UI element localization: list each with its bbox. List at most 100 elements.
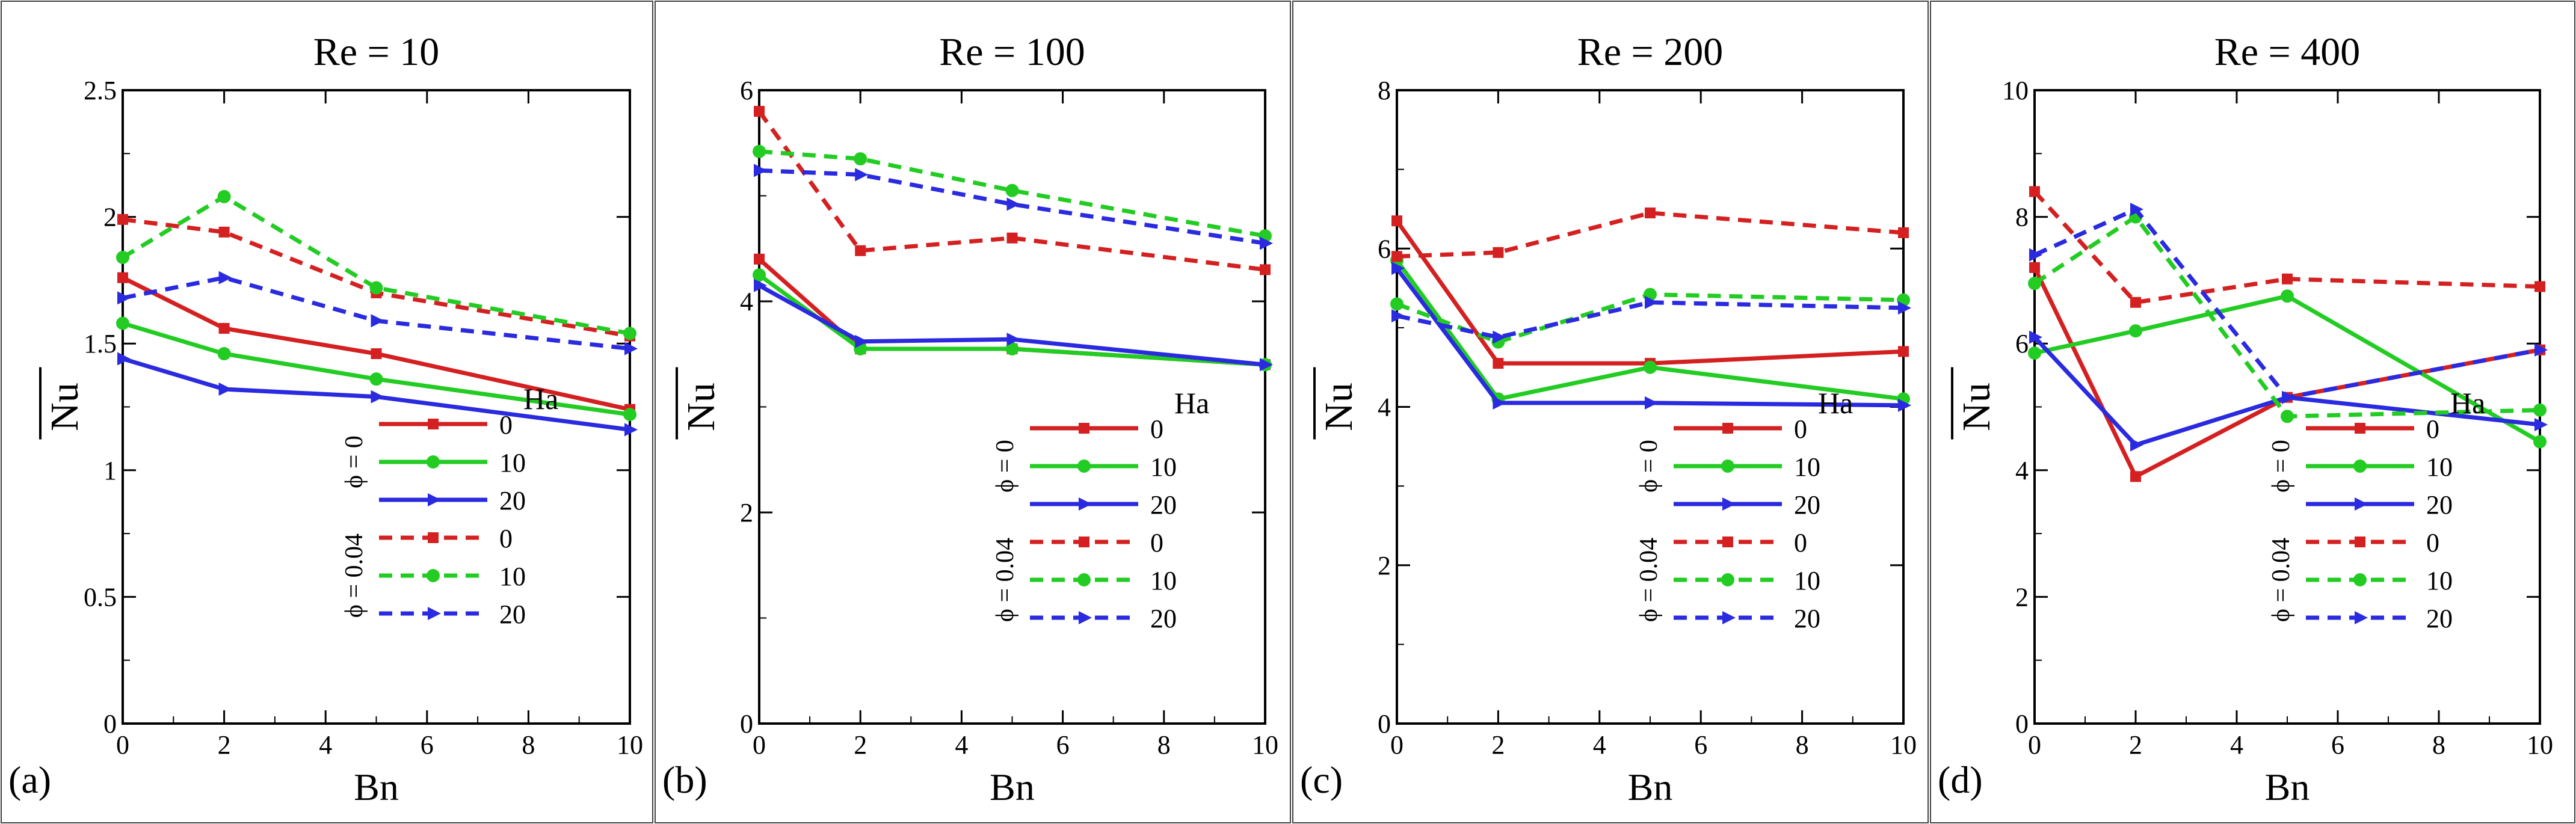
x-tick-label: 8 — [1796, 730, 1809, 760]
x-tick-label: 0 — [1390, 730, 1404, 760]
legend-marker — [1722, 537, 1733, 547]
series-2 — [116, 316, 636, 422]
data-point — [371, 390, 384, 404]
y-tick-label: 4 — [740, 287, 753, 316]
legend-marker — [1077, 460, 1091, 473]
series-line — [758, 283, 1266, 367]
data-point — [1391, 215, 1402, 227]
chart-panel-4: 0 2 4 6 8 10 0 2 4 6 8 10 Re = 400 Bn Nu (d) Ha 0 10 20 0 10 2… — [1930, 1, 2575, 823]
y-tick-label: 2.5 — [84, 76, 117, 105]
data-point — [754, 278, 767, 292]
series-4 — [1391, 208, 1909, 262]
legend-label: 10 — [2426, 452, 2453, 482]
legend-marker — [428, 419, 439, 429]
legend-header: Ha — [2450, 386, 2485, 420]
legend-marker — [427, 455, 440, 469]
series-6 — [754, 164, 1273, 250]
legend-marker — [428, 607, 441, 620]
legend-marker — [2353, 460, 2367, 473]
legend-label: 0 — [1794, 414, 1807, 444]
series-line — [1396, 211, 1904, 259]
data-point — [1005, 183, 1019, 197]
panel-label: (d) — [1938, 758, 1983, 801]
legend-group-phi-0: ϕ = 0 — [2267, 440, 2295, 493]
y-tick-label: 8 — [1378, 76, 1391, 105]
series-5 — [116, 189, 636, 340]
data-point — [2281, 410, 2294, 423]
data-point — [1898, 398, 1911, 412]
x-tick-label: 8 — [522, 730, 535, 760]
data-point — [1260, 236, 1273, 250]
data-point — [218, 322, 230, 334]
legend-label: 20 — [1794, 604, 1820, 633]
chart-panel-1: 0 2 4 6 8 10 0 0.5 1 1.5 2 2.5 Re = 10 Bn Nu (a) Ha 0 10 20… — [1, 1, 653, 823]
data-point — [116, 316, 129, 330]
legend-header: Ha — [1174, 386, 1209, 420]
legend-marker — [1721, 460, 1734, 473]
y-tick-label: 2 — [2015, 582, 2029, 612]
series-line — [757, 110, 1266, 272]
x-tick-label: 0 — [2028, 730, 2041, 760]
legend-header: Ha — [523, 382, 558, 416]
data-point — [218, 383, 232, 396]
legend-marker — [1077, 573, 1091, 586]
legend: Ha 0 10 20 0 10 20 ϕ = 0 ϕ = 0.04 — [340, 382, 558, 629]
y-tick-label: 0 — [1378, 709, 1391, 739]
series-line — [2033, 215, 2541, 419]
legend-marker — [1722, 423, 1733, 434]
legend-label: 10 — [1794, 566, 1820, 595]
legend-label: 0 — [2426, 528, 2439, 558]
data-point — [2533, 403, 2547, 417]
data-point — [2282, 273, 2293, 284]
x-tick-label: 0 — [753, 730, 766, 760]
data-point — [2130, 471, 2141, 482]
data-point — [623, 408, 636, 422]
data-point — [2029, 262, 2040, 273]
legend-marker — [2355, 611, 2368, 624]
x-tick-label: 8 — [2432, 730, 2445, 760]
x-tick-label: 4 — [1593, 730, 1606, 760]
legend-group-phi-0.04: ϕ = 0.04 — [340, 533, 368, 618]
data-point — [1391, 262, 1405, 275]
y-tick-label: 0 — [740, 709, 753, 739]
data-point — [754, 164, 767, 177]
legend-label: 10 — [1794, 452, 1820, 482]
panel-frame — [1, 1, 653, 823]
data-point — [1645, 295, 1658, 309]
y-axis-label: Nu — [43, 383, 87, 431]
y-tick-label: 2 — [103, 203, 117, 232]
data-point — [1006, 232, 1018, 244]
x-axis-label: Bn — [1628, 766, 1673, 808]
legend-marker — [428, 532, 439, 543]
x-tick-label: 2 — [218, 730, 231, 760]
panel-label: (c) — [1300, 758, 1343, 801]
data-point — [117, 272, 128, 283]
legend-marker — [2355, 537, 2365, 547]
data-point — [117, 291, 131, 305]
legend-marker — [1079, 537, 1089, 547]
legend-label: 20 — [2426, 604, 2453, 633]
series-6 — [2029, 202, 2548, 404]
y-axis-label: Nu — [1955, 383, 1998, 431]
data-point — [855, 334, 869, 348]
legend-marker — [2355, 423, 2365, 434]
data-point — [1391, 309, 1405, 323]
series-line — [2033, 190, 2541, 305]
legend-group-phi-0: ϕ = 0 — [991, 440, 1019, 493]
y-axis-label: Nu — [679, 383, 723, 431]
data-point — [624, 423, 638, 437]
legend-label: 0 — [2426, 414, 2439, 444]
chart-panel-3: 0 2 4 6 8 10 0 2 4 6 8 Re = 200 Bn Nu (c) Ha 0 10 20 0 10 20 ϕ… — [1292, 1, 1929, 823]
data-point — [1260, 264, 1271, 275]
y-tick-label: 1.5 — [84, 329, 117, 358]
x-tick-label: 10 — [1252, 730, 1278, 760]
legend-marker — [2353, 573, 2367, 586]
x-axis-label: Bn — [990, 766, 1035, 808]
data-point — [2534, 281, 2545, 292]
data-point — [1493, 358, 1504, 369]
chart-title: Re = 400 — [2214, 30, 2361, 74]
data-point — [2028, 277, 2041, 291]
data-point — [369, 372, 383, 386]
y-axis-label: Nu — [1317, 383, 1361, 431]
data-point — [218, 271, 232, 284]
